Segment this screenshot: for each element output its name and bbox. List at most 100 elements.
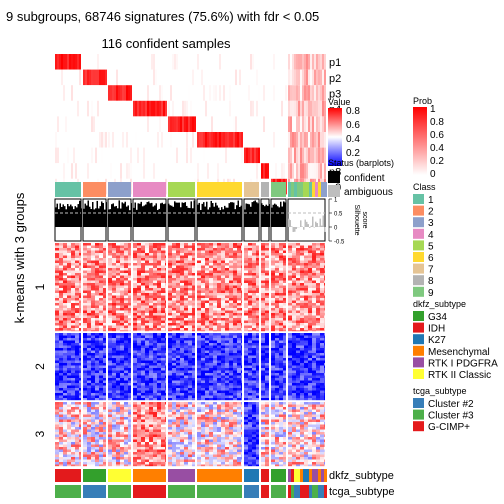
heatmap-cell [55, 328, 59, 331]
prob-cell [285, 147, 287, 164]
heatmap-cell [252, 285, 256, 289]
heatmap-cell [141, 385, 145, 389]
heatmap-cell [67, 260, 71, 264]
heatmap-cell [288, 278, 292, 281]
prob-cell [85, 85, 87, 101]
prob-cell [188, 54, 190, 70]
heatmap-cell [237, 248, 241, 251]
heatmap-cell [165, 333, 166, 336]
prob-cell [322, 54, 324, 70]
heatmap-cell [128, 313, 131, 316]
heatmap-cell [168, 373, 172, 376]
prob-cell [83, 116, 85, 132]
heatmap-cell [288, 318, 292, 321]
prob-cell [316, 147, 318, 164]
heatmap-cell [161, 330, 165, 332]
heatmap-cell [145, 340, 149, 344]
prob-cell [281, 116, 283, 132]
prob-cell [184, 163, 186, 179]
heatmap-cell [120, 375, 124, 379]
prob-cell [252, 147, 254, 164]
heatmap-cell [71, 330, 75, 332]
heatmap-cell [172, 385, 176, 389]
prob-cell [184, 85, 186, 101]
heatmap-cell [312, 270, 316, 274]
prob-cell [118, 85, 120, 101]
heatmap-cell [229, 358, 233, 361]
heatmap-cell [149, 245, 153, 249]
heatmap-cell [176, 290, 180, 294]
prob-cell [67, 54, 69, 70]
heatmap-cell [128, 305, 131, 309]
heatmap-cell [217, 368, 221, 371]
silhouette-bar [280, 201, 282, 227]
heatmap-cell [172, 395, 176, 399]
heatmap-cell [67, 300, 71, 304]
heatmap-cell [192, 323, 195, 326]
heatmap-cell [79, 333, 81, 336]
heatmap-cell [128, 270, 131, 274]
heatmap-cell [133, 353, 137, 356]
silhouette-bar [96, 200, 98, 227]
heatmap-cell [205, 350, 209, 354]
prob-cell [294, 100, 296, 117]
heatmap-cell [75, 310, 79, 314]
heatmap-cell [63, 263, 67, 266]
heatmap-cell [87, 313, 91, 316]
heatmap-cell [157, 360, 161, 364]
heatmap-cell [283, 325, 286, 329]
heatmap-cell [103, 315, 106, 319]
heatmap-cell [141, 275, 145, 279]
prob-cell [118, 69, 120, 86]
silhouette-bar [129, 210, 131, 227]
heatmap-cell [296, 290, 300, 294]
heatmap-cell [275, 310, 279, 314]
heatmap-cell [308, 275, 312, 279]
heatmap-cell [75, 300, 79, 304]
heatmap-cell [87, 315, 91, 319]
heatmap-cell [184, 360, 188, 364]
heatmap-cell [153, 348, 157, 351]
heatmap-cell [87, 248, 91, 251]
heatmap-cell [213, 350, 217, 354]
heatmap-cell [188, 310, 192, 314]
heatmap-cell [165, 380, 166, 384]
heatmap-cell [116, 375, 120, 379]
heatmap-cell [124, 360, 128, 364]
heatmap-cell [75, 383, 79, 386]
prob-cell [322, 147, 324, 164]
heatmap-cell [165, 308, 166, 311]
heatmap-cell [296, 248, 300, 251]
heatmap-cell [252, 305, 256, 309]
heatmap-cell [79, 283, 81, 286]
prob-cell [207, 85, 209, 101]
heatmap-cell [271, 290, 275, 294]
prob-cell [294, 132, 296, 148]
prob-cell [205, 54, 207, 70]
heatmap-cell [79, 368, 81, 371]
prob-cell [103, 69, 105, 86]
heatmap-cell [133, 288, 137, 291]
heatmap-cell [237, 340, 241, 344]
heatmap-cell [188, 345, 192, 349]
heatmap-cell [112, 378, 116, 381]
heatmap-cell [165, 315, 166, 319]
heatmap-cell [308, 280, 312, 284]
heatmap-cell [252, 315, 256, 319]
heatmap-cell [116, 280, 120, 284]
prob-cell [194, 54, 196, 70]
heatmap-cell [153, 368, 157, 371]
heatmap-cell [120, 368, 124, 371]
heatmap-cell [67, 290, 71, 294]
heatmap-cell [133, 305, 137, 309]
heatmap-cell [75, 248, 79, 251]
heatmap-cell [55, 395, 59, 399]
heatmap-cell [108, 378, 112, 381]
heatmap-cell [192, 303, 195, 306]
heatmap-cell [63, 275, 67, 279]
heatmap-cell [292, 328, 296, 331]
silhouette-bar [230, 202, 232, 227]
heatmap-cell [87, 298, 91, 301]
heatmap-cell [237, 283, 241, 286]
heatmap-cell [157, 350, 161, 354]
